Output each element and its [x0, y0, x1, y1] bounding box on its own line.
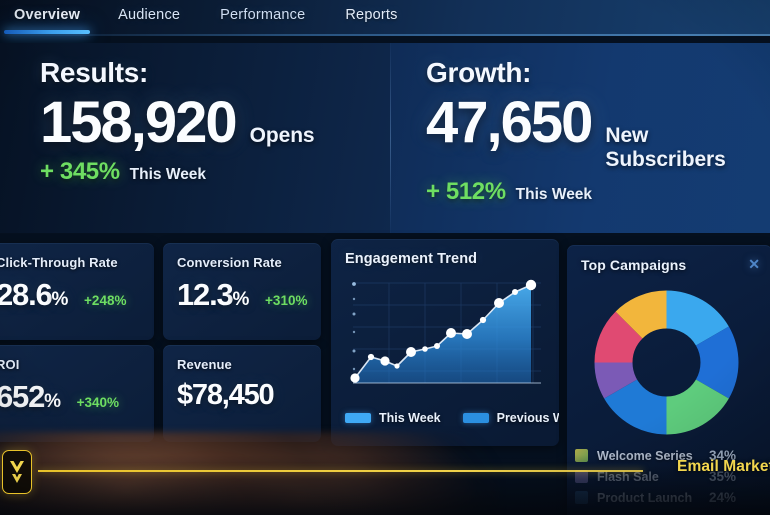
kpi-growth-delta: + 512% — [426, 178, 506, 205]
tab-reports[interactable]: Reports — [345, 0, 397, 23]
brand-logo-badge — [2, 450, 32, 494]
hero-kpi-band: Results: 158,920 Opens + 345% This Week … — [0, 43, 770, 233]
card-value-suffix: % — [232, 289, 250, 310]
kpi-results-delta: + 345% — [40, 158, 120, 186]
tab-audience-label: Audience — [118, 7, 181, 23]
legend-label: Product Launch — [597, 490, 693, 505]
kpi-results-block: Results: 158,920 Opens + 345% This Week — [0, 43, 390, 233]
card-delta: +310% — [265, 293, 308, 308]
engagement-trend-chart — [345, 277, 545, 397]
active-tab-underline — [4, 30, 90, 34]
donut-slice-5[interactable] — [594, 362, 638, 399]
legend-label-this-week: This Week — [379, 411, 441, 425]
campaigns-legend: Welcome Series 34% Flash Sale 35% Produc… — [575, 445, 765, 508]
kpi-growth-block: Growth: 47,650 New Subscribers + 512% Th… — [390, 43, 770, 233]
card-delta: +248% — [84, 293, 127, 308]
tab-overview-label: Overview — [14, 7, 81, 23]
donut-slice-6[interactable] — [594, 311, 643, 363]
donut-slice-2[interactable] — [695, 326, 739, 399]
card-value-number: 12.3 — [177, 277, 234, 312]
kpi-results-value: 158,920 — [40, 90, 238, 155]
tab-reports-label: Reports — [345, 7, 398, 23]
top-campaigns-donut-chart — [589, 285, 744, 440]
kpi-results-label: Results: — [40, 57, 149, 88]
donut-segments — [594, 290, 739, 435]
brand-text-label: Email Marketing — [677, 458, 770, 475]
legend-label-previous-week: Previous Week — [496, 411, 559, 425]
trend-svg — [350, 279, 541, 384]
card-roi[interactable]: ROI 652% +340% — [0, 345, 154, 442]
legend-item-product-launch[interactable]: Product Launch 24% — [575, 487, 765, 508]
card-title: Conversion Rate — [177, 255, 282, 270]
card-value: $78,450 — [177, 379, 275, 412]
donut-slice-1[interactable] — [666, 290, 729, 346]
donut-svg — [594, 290, 739, 435]
card-value-suffix: % — [51, 289, 69, 310]
tab-overview[interactable]: Overview — [14, 0, 80, 23]
donut-slice-4[interactable] — [604, 379, 667, 435]
legend-swatch-previous-week — [462, 413, 489, 423]
brand-underline-rule — [38, 470, 643, 472]
kpi-growth-unit: New Subscribers — [605, 124, 726, 171]
tab-performance-label: Performance — [220, 7, 306, 23]
kpi-growth-value: 47,650 — [426, 90, 593, 155]
panel-engagement-trend[interactable]: Engagement Trend — [331, 239, 559, 446]
card-value-number: 28.6 — [0, 277, 53, 312]
kpi-results-unit: Opens — [249, 124, 315, 147]
card-title: ROI — [0, 357, 20, 372]
card-value: 12.3% — [177, 277, 249, 313]
kpi-growth-label: Growth: — [426, 57, 532, 88]
legend-swatch-this-week — [345, 413, 371, 423]
donut-slice-3[interactable] — [666, 379, 729, 435]
card-delta: +340% — [76, 395, 120, 410]
tab-audience[interactable]: Audience — [118, 0, 180, 23]
card-value-number: $78,450 — [177, 379, 275, 411]
metrics-grid: Click-Through Rate 28.6% +248% Conversio… — [0, 233, 770, 515]
panel-title: Top Campaigns — [581, 257, 687, 273]
legend-swatch — [575, 449, 588, 462]
card-click-through-rate[interactable]: Click-Through Rate 28.6% +248% — [0, 243, 154, 340]
donut-slice-7[interactable] — [615, 290, 667, 339]
brand-logo-icon — [10, 461, 24, 483]
card-value-suffix: % — [44, 391, 61, 412]
card-value: 652% — [0, 379, 61, 415]
card-title: Click-Through Rate — [0, 255, 118, 270]
chart-y-ticks — [352, 282, 356, 371]
legend-value: 24% — [709, 490, 737, 505]
kpi-results-period: This Week — [129, 166, 207, 184]
trend-area — [355, 285, 531, 383]
panel-title: Engagement Trend — [345, 251, 478, 267]
card-conversion-rate[interactable]: Conversion Rate 12.3% +310% — [163, 243, 321, 340]
hero-divider — [390, 43, 391, 233]
trend-legend: This Week Previous Week — [345, 411, 559, 425]
trend-data-points — [350, 279, 537, 383]
card-value: 28.6% — [0, 277, 68, 313]
legend-swatch — [575, 491, 588, 504]
close-icon[interactable]: ✕ — [748, 256, 760, 272]
card-value-number: 652 — [0, 379, 45, 414]
tab-bar-divider — [0, 34, 770, 36]
tab-performance[interactable]: Performance — [220, 0, 305, 23]
card-revenue[interactable]: Revenue $78,450 — [163, 345, 321, 442]
kpi-growth-period: This Week — [515, 186, 593, 203]
card-title: Revenue — [177, 357, 232, 372]
top-tab-bar: Overview Audience Performance Reports — [0, 0, 770, 36]
